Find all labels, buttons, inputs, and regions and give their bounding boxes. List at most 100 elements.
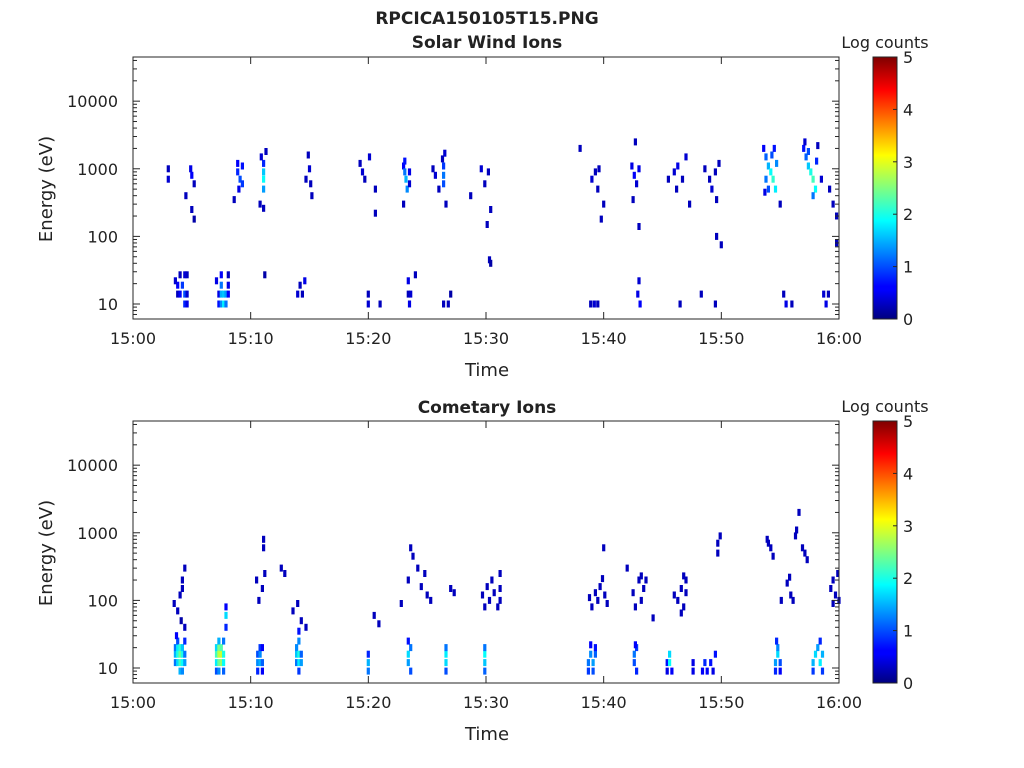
data-cell	[632, 659, 636, 667]
data-cell	[296, 600, 300, 607]
data-cell	[811, 667, 815, 675]
data-cell	[790, 300, 794, 308]
data-cell	[717, 159, 721, 167]
data-cell	[699, 290, 703, 298]
data-cell	[586, 667, 590, 675]
data-cell	[406, 576, 410, 584]
data-cell	[442, 171, 446, 179]
data-cell	[665, 667, 669, 675]
data-cell	[806, 148, 810, 155]
data-cell	[183, 623, 187, 631]
data-cell	[802, 144, 806, 152]
data-cell	[222, 650, 226, 658]
data-cell	[373, 209, 377, 217]
data-cell	[178, 644, 182, 652]
data-cell	[184, 192, 188, 200]
figure-title: RPCICA150105T15.PNG	[375, 9, 598, 29]
data-cell	[483, 650, 487, 658]
data-cell	[263, 271, 267, 279]
data-cell	[444, 644, 448, 652]
data-cell	[180, 650, 184, 658]
data-cell	[406, 650, 410, 658]
data-cell	[297, 627, 301, 635]
data-cell	[679, 609, 683, 617]
data-cell	[407, 180, 412, 188]
data-cell	[183, 300, 187, 308]
data-cell	[590, 175, 594, 183]
data-cell	[240, 162, 244, 170]
data-cell	[425, 591, 429, 599]
data-cell	[176, 290, 180, 298]
data-cell	[173, 644, 177, 652]
data-cell	[700, 667, 705, 675]
data-cell	[764, 175, 768, 183]
data-cell	[180, 644, 184, 652]
data-cell	[176, 650, 180, 658]
data-cell	[214, 667, 219, 675]
data-cell	[718, 532, 722, 540]
data-cell	[590, 603, 594, 611]
data-cell	[489, 206, 493, 213]
colorbar-tick-label: 2	[903, 205, 913, 224]
data-cell	[633, 603, 637, 611]
data-cell	[811, 192, 815, 200]
data-cell	[173, 659, 177, 667]
data-cell	[258, 659, 262, 667]
data-cell	[684, 576, 688, 584]
data-cell	[836, 570, 840, 577]
data-cell	[419, 583, 423, 591]
solar-wind-panel: Solar Wind Ions 15:00 15:10 15:20 15:30 15:4…	[36, 33, 929, 381]
data-cell	[399, 600, 403, 607]
data-cell	[804, 153, 808, 161]
data-cell	[299, 617, 303, 625]
data-cell	[498, 596, 502, 604]
data-cell	[593, 168, 597, 176]
data-cell	[366, 650, 370, 658]
data-cell	[232, 196, 236, 204]
data-cell	[672, 168, 676, 176]
data-cell	[404, 175, 408, 183]
data-cell	[452, 589, 456, 597]
data-cell	[259, 153, 263, 161]
data-cell	[498, 570, 502, 577]
data-cell	[180, 576, 184, 584]
data-cell	[766, 162, 770, 170]
data-cell	[596, 300, 600, 308]
data-cell	[688, 200, 692, 208]
data-cell	[299, 650, 303, 658]
colorbar-tick-label: 0	[903, 674, 913, 693]
data-cell	[665, 659, 669, 667]
data-cell	[490, 576, 494, 584]
data-cell	[668, 650, 672, 658]
data-cell	[483, 659, 487, 667]
data-cell	[672, 591, 676, 599]
data-cell	[483, 644, 487, 652]
data-cell	[824, 300, 828, 308]
data-cell	[192, 180, 196, 188]
data-cell	[442, 180, 446, 188]
data-cell	[593, 644, 597, 652]
data-cell	[442, 300, 446, 308]
y-tick-label: 100	[87, 591, 118, 610]
data-cell	[180, 585, 184, 592]
data-cell	[256, 659, 260, 667]
colorbar-tick-label: 1	[903, 258, 913, 277]
data-cell	[372, 611, 376, 619]
data-cell	[366, 667, 370, 675]
data-cell	[406, 277, 410, 285]
data-cell	[180, 281, 184, 289]
data-cell	[769, 544, 773, 552]
data-cell	[176, 637, 180, 645]
data-cell	[297, 637, 301, 645]
data-cell	[791, 596, 795, 604]
data-cell	[770, 151, 774, 159]
data-cell	[219, 281, 223, 289]
data-cell	[373, 185, 377, 193]
data-cell	[492, 589, 496, 597]
data-cell	[803, 138, 807, 146]
data-cell	[258, 650, 262, 658]
data-cell	[179, 617, 183, 625]
data-cell	[483, 180, 487, 188]
data-cell	[304, 175, 308, 183]
data-cell	[192, 215, 196, 223]
